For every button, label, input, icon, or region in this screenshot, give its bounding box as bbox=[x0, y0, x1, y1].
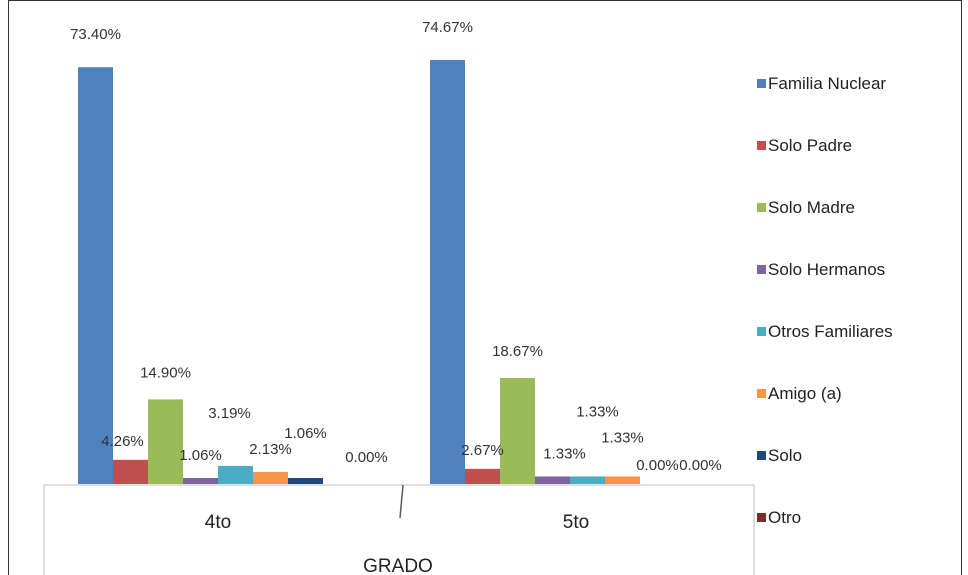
data-label-otro-5to: 0.00% bbox=[679, 457, 722, 474]
legend-label-solo-hermanos: Solo Hermanos bbox=[768, 260, 885, 279]
axis-break-mark bbox=[399, 484, 404, 519]
data-label-solo-4to: 1.06% bbox=[284, 425, 327, 442]
bar-solo-padre-5to bbox=[465, 468, 500, 484]
legend-swatch-solo-padre bbox=[757, 141, 766, 150]
bar-solo-4to bbox=[288, 477, 323, 484]
legend-label-solo-madre: Solo Madre bbox=[768, 198, 855, 217]
x-axis-title: GRADO bbox=[363, 556, 433, 575]
data-label-solo-padre-5to: 2.67% bbox=[461, 442, 504, 459]
bar-familia-nuclear-5to bbox=[430, 60, 465, 484]
data-label-solo-padre-4to: 4.26% bbox=[101, 433, 144, 450]
legend-label-amigo-a-: Amigo (a) bbox=[768, 384, 842, 403]
bar-solo-madre-5to bbox=[500, 377, 535, 484]
bar-otros-familiares-4to bbox=[218, 465, 253, 484]
data-label-solo-5to: 0.00% bbox=[636, 457, 679, 474]
data-label-amigo-a--4to: 2.13% bbox=[249, 441, 292, 458]
category-label-4to: 4to bbox=[205, 512, 231, 533]
data-labels-group: 73.40% 74.67% 4.26% 2.67% 14.90% 18.67% 1.06% 1… bbox=[70, 19, 722, 474]
legend-swatch-otro bbox=[757, 513, 766, 522]
data-label-familia-nuclear-4to: 73.40% bbox=[70, 26, 121, 43]
data-label-amigo-a--5to: 1.33% bbox=[601, 429, 644, 446]
bar-solo-madre-4to bbox=[148, 399, 183, 484]
data-label-solo-madre-5to: 18.67% bbox=[492, 343, 543, 360]
bar-solo-hermanos-4to bbox=[183, 477, 218, 484]
category-axis: 4to 5to GRADO bbox=[43, 484, 755, 575]
legend-label-familia-nuclear: Familia Nuclear bbox=[768, 74, 886, 93]
bar-solo-hermanos-5to bbox=[535, 476, 570, 484]
legend-label-otro: Otro bbox=[768, 508, 801, 527]
chart-frame bbox=[8, 0, 962, 575]
legend-swatch-solo-madre bbox=[757, 203, 766, 212]
legend-swatch-amigo-a- bbox=[757, 389, 766, 398]
category-label-5to: 5to bbox=[563, 512, 589, 533]
legend-swatch-otros-familiares bbox=[757, 327, 766, 336]
bar-solo-padre-4to bbox=[113, 459, 148, 484]
data-label-solo-madre-4to: 14.90% bbox=[140, 364, 191, 381]
bar-otros-familiares-5to bbox=[570, 476, 605, 484]
data-label-otros-familiares-5to: 1.33% bbox=[576, 403, 619, 420]
bar-familia-nuclear-4to bbox=[78, 67, 113, 485]
legend-label-solo-padre: Solo Padre bbox=[768, 136, 852, 155]
data-label-solo-hermanos-5to: 1.33% bbox=[543, 445, 586, 462]
legend-swatch-familia-nuclear bbox=[757, 79, 766, 88]
data-label-otro-4to: 0.00% bbox=[345, 449, 388, 466]
legend-swatch-solo-hermanos bbox=[757, 265, 766, 274]
bars-group bbox=[78, 60, 640, 485]
legend-label-otros-familiares: Otros Familiares bbox=[768, 322, 893, 341]
bar-amigo-a--5to bbox=[605, 476, 640, 484]
legend-swatch-solo bbox=[757, 451, 766, 460]
data-label-familia-nuclear-5to: 74.67% bbox=[422, 19, 473, 36]
data-label-otros-familiares-4to: 3.19% bbox=[208, 405, 251, 422]
legend: Familia Nuclear Solo Padre Solo Madre Solo … bbox=[757, 74, 893, 527]
legend-label-solo: Solo bbox=[768, 446, 802, 465]
bar-amigo-a--4to bbox=[253, 471, 288, 484]
data-label-solo-hermanos-4to: 1.06% bbox=[179, 447, 222, 464]
